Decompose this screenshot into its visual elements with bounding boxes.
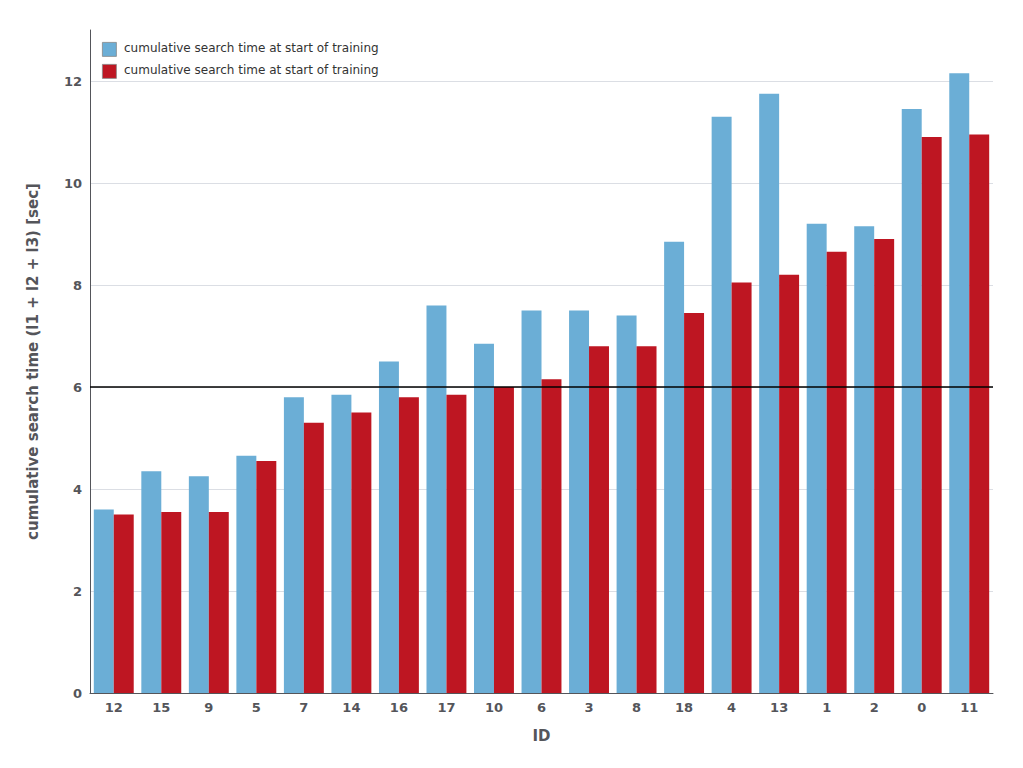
- svg-text:4: 4: [73, 482, 82, 497]
- svg-text:11: 11: [960, 700, 978, 715]
- svg-text:17: 17: [437, 700, 455, 715]
- svg-text:8: 8: [632, 700, 641, 715]
- svg-text:2: 2: [73, 584, 82, 599]
- svg-text:7: 7: [299, 700, 308, 715]
- svg-text:9: 9: [204, 700, 213, 715]
- svg-text:cumulative search time (l1 + l: cumulative search time (l1 + l2 + l3) [s…: [24, 183, 42, 540]
- svg-text:ID: ID: [532, 727, 550, 745]
- svg-text:15: 15: [152, 700, 170, 715]
- svg-text:4: 4: [727, 700, 736, 715]
- svg-text:5: 5: [252, 700, 261, 715]
- svg-text:1: 1: [822, 700, 831, 715]
- svg-text:13: 13: [770, 700, 788, 715]
- svg-text:6: 6: [73, 380, 82, 395]
- svg-text:6: 6: [537, 700, 546, 715]
- svg-text:cumulative search time at star: cumulative search time at start of train…: [124, 63, 379, 77]
- svg-text:10: 10: [485, 700, 503, 715]
- svg-text:16: 16: [390, 700, 408, 715]
- svg-text:10: 10: [64, 176, 82, 191]
- svg-text:8: 8: [73, 278, 82, 293]
- svg-text:12: 12: [105, 700, 123, 715]
- svg-text:0: 0: [917, 700, 926, 715]
- svg-text:18: 18: [675, 700, 693, 715]
- svg-text:12: 12: [64, 74, 82, 89]
- svg-text:3: 3: [585, 700, 594, 715]
- svg-text:0: 0: [73, 686, 82, 701]
- svg-text:14: 14: [342, 700, 360, 715]
- svg-text:cumulative search time at star: cumulative search time at start of train…: [124, 41, 379, 55]
- svg-text:2: 2: [870, 700, 879, 715]
